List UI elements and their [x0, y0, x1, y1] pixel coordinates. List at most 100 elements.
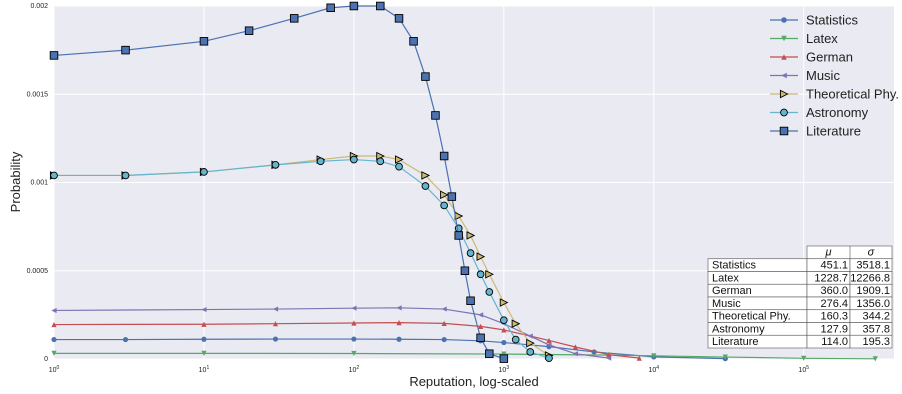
data-point-literature: [289, 14, 299, 23]
legend-label-music: Music: [806, 68, 840, 83]
data-point-literature: [454, 231, 463, 240]
y-tick-label: 0.001: [30, 180, 48, 187]
stats-row-label: Astronomy: [712, 323, 765, 335]
stats-header-cell: [806, 245, 893, 260]
data-point-music: [606, 355, 612, 361]
data-point-german: [636, 355, 642, 361]
legend-label-statistics: Statistics: [806, 13, 859, 28]
series-layer: [49, 1, 878, 363]
data-point-astronomy: [395, 162, 403, 171]
legend-label-latex: Latex: [806, 31, 838, 46]
data-point-astronomy: [50, 171, 58, 180]
mu-header: μ: [824, 247, 831, 259]
data-point-astronomy: [421, 182, 430, 190]
legend-item-latex: Latex: [770, 31, 838, 46]
data-point-german: [201, 321, 207, 327]
x-axis-ticks: 100 101 102 103 104 105: [49, 365, 810, 374]
data-point-german: [546, 337, 552, 344]
stats-sigma-value: 344.2: [862, 311, 890, 323]
data-point-music: [351, 305, 357, 311]
data-point-music: [527, 333, 533, 339]
data-point-german: [351, 320, 357, 326]
stats-cell: [849, 334, 893, 349]
data-point-astronomy: [200, 168, 208, 176]
data-point-theoretical-phy: [466, 231, 476, 240]
data-point-german: [501, 327, 507, 333]
data-point-literature: [244, 26, 254, 35]
x-tick-label: 103: [499, 365, 510, 374]
data-point-astronomy: [271, 161, 280, 169]
data-point-literature: [460, 266, 470, 276]
data-point-literature: [447, 192, 457, 201]
data-point-latex: [801, 355, 807, 361]
y-tick-label: 0: [44, 356, 48, 363]
data-point-music: [51, 307, 57, 314]
data-point-astronomy: [316, 157, 325, 166]
stats-mu-value: 114.0: [821, 336, 848, 348]
data-point-astronomy: [526, 348, 535, 356]
x-tick-label: 100: [49, 365, 60, 374]
data-point-literature: [121, 45, 130, 55]
series-line-german: [53, 322, 640, 359]
data-point-statistics: [351, 336, 357, 342]
stats-row-label: Literature: [712, 336, 758, 348]
grid-lines: [53, 5, 894, 360]
stats-mu-value: 276.4: [820, 298, 848, 310]
stats-row-label: Music: [712, 298, 741, 310]
data-point-astronomy: [440, 201, 449, 210]
stats-mu-value: 160.3: [820, 311, 848, 323]
stats-row-label: German: [712, 285, 752, 297]
y-axis-ticks: 0 0.0005 0.001 0.0015 0.002: [27, 3, 49, 363]
data-point-latex: [201, 350, 207, 356]
data-point-literature: [485, 349, 494, 358]
stats-table-row: Music 276.4 1356.0: [707, 296, 893, 311]
data-point-literature: [49, 51, 59, 60]
series-astronomy: [50, 155, 553, 362]
series-german: [51, 320, 642, 361]
data-point-music: [201, 306, 207, 313]
stats-row-label: Theoretical Phy.: [712, 311, 791, 323]
data-point-german: [572, 344, 578, 350]
stats-table-row: Latex 1228.7 12266.8: [707, 271, 893, 285]
legend-item-theoretical-phy: Theoretical Phy.: [770, 87, 899, 102]
data-point-astronomy: [121, 171, 130, 180]
data-point-german: [396, 320, 402, 326]
legend-item-statistics: Statistics: [770, 13, 859, 28]
data-point-theoretical-phy: [476, 252, 486, 261]
data-point-literature: [376, 1, 385, 11]
data-point-theoretical-phy: [421, 171, 431, 180]
data-point-literature: [409, 37, 418, 46]
legend-item-astronomy: Astronomy: [770, 105, 869, 120]
data-point-music: [272, 306, 279, 312]
data-point-statistics: [441, 336, 447, 343]
x-axis-label: Reputation, log-scaled: [409, 374, 538, 389]
data-point-literature: [199, 37, 209, 46]
data-point-german: [606, 351, 612, 358]
legend-marker: [779, 126, 789, 136]
data-point-theoretical-phy: [485, 269, 494, 279]
data-point-latex: [351, 350, 357, 357]
data-point-latex: [501, 351, 507, 357]
y-tick-label: 0.0005: [27, 268, 49, 275]
data-point-latex: [51, 350, 57, 356]
data-point-statistics: [396, 336, 402, 342]
data-point-astronomy: [499, 316, 508, 325]
data-point-latex: [872, 356, 878, 362]
x-tick-label: 101: [199, 365, 210, 374]
stats-sigma-value: 3518.1: [856, 260, 890, 272]
data-point-theoretical-phy: [440, 190, 449, 200]
data-point-literature: [394, 14, 404, 23]
legend-label-german: German: [806, 50, 853, 65]
data-point-latex: [722, 354, 728, 360]
data-point-literature: [476, 333, 485, 343]
stats-table-row: Statistics 451.1 3518.1: [707, 258, 893, 272]
data-point-theoretical-phy: [499, 298, 509, 307]
data-point-german: [51, 321, 57, 328]
data-point-astronomy: [511, 335, 520, 344]
data-point-astronomy: [350, 155, 358, 164]
legend-marker: [781, 54, 787, 60]
y-tick-label: 0.0015: [27, 91, 49, 98]
